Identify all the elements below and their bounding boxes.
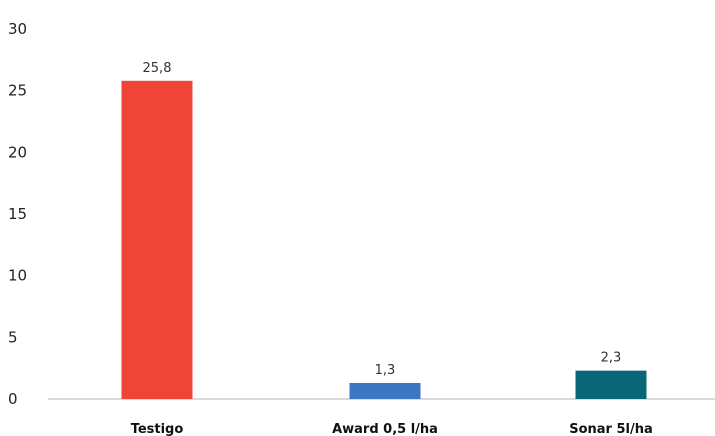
x-category-label: Sonar 5l/ha — [569, 422, 653, 436]
bars — [121, 80, 647, 400]
y-tick-label: 10 — [8, 267, 27, 285]
bar — [575, 370, 647, 399]
y-tick-label: 30 — [8, 20, 27, 38]
bar — [121, 80, 193, 400]
data-label: 25,8 — [143, 61, 172, 76]
y-tick-label: 5 — [8, 328, 18, 346]
x-category-label: Testigo — [131, 422, 184, 436]
bar — [349, 382, 421, 399]
y-tick-label: 20 — [8, 143, 27, 161]
data-label: 2,3 — [601, 351, 622, 366]
x-category-label: Award 0,5 l/ha — [332, 422, 438, 436]
y-tick-label: 15 — [8, 205, 27, 223]
y-tick-label: 0 — [8, 390, 18, 408]
y-tick-label: 25 — [8, 82, 27, 100]
category-labels: Testigo Award 0,5 l/ha Sonar 5l/ha — [131, 422, 653, 436]
y-axis-ticks: 0 5 10 15 20 25 30 — [8, 20, 27, 408]
data-label: 1,3 — [375, 363, 396, 378]
data-labels: 25,8 1,3 2,3 — [143, 61, 622, 378]
